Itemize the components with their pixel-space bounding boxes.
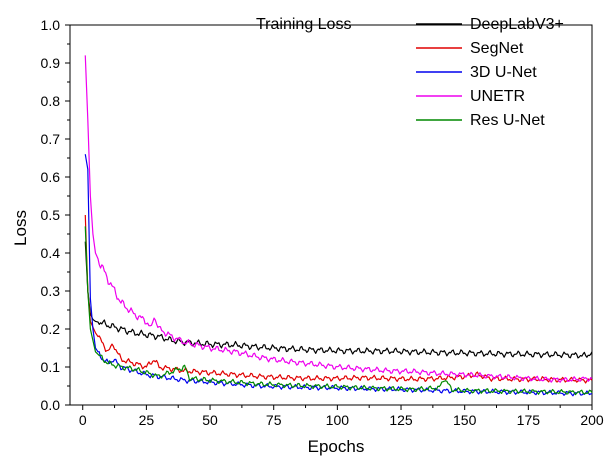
y-tick-label: 0.9: [41, 55, 61, 71]
legend: DeepLabV3+ SegNet 3D U-Net UNETR Res U-Net: [416, 16, 564, 129]
series-line-2: [84, 154, 593, 397]
x-tick-label: 75: [266, 412, 282, 428]
y-tick-label: 0.5: [41, 207, 61, 223]
y-tick-label: 0.8: [41, 93, 61, 109]
y-tick-label: 0.0: [41, 397, 61, 413]
x-tick-label: 125: [389, 412, 413, 428]
legend-label-0: DeepLabV3+: [470, 16, 564, 33]
y-tick-label: 0.3: [41, 283, 61, 299]
y-tick-label: 0.4: [41, 245, 61, 261]
y-tick-label: 0.1: [41, 359, 61, 375]
x-tick-label: 100: [326, 412, 350, 428]
series-line-1: [84, 214, 593, 384]
series-line-4: [84, 226, 593, 396]
x-tick-label: 50: [202, 412, 218, 428]
x-tick-label: 150: [453, 412, 477, 428]
series-layer: [84, 55, 593, 397]
y-tick-label: 1.0: [41, 17, 61, 33]
legend-label-3: UNETR: [470, 88, 525, 105]
y-tick-label: 0.2: [41, 321, 61, 337]
legend-label-1: SegNet: [470, 40, 524, 57]
series-line-3: [84, 55, 593, 383]
legend-label-2: 3D U-Net: [470, 64, 537, 81]
plot-frame: [69, 24, 593, 406]
legend-label-4: Res U-Net: [470, 112, 545, 129]
x-axis-title: Epochs: [308, 437, 365, 456]
x-tick-label: 0: [79, 412, 87, 428]
y-axis-title: Loss: [11, 210, 30, 246]
x-tick-label: 175: [517, 412, 541, 428]
y-tick-label: 0.6: [41, 169, 61, 185]
series-line-0: [84, 241, 593, 359]
x-tick-label: 25: [139, 412, 155, 428]
axes: 0 25 50 75 100 125 150 175 200 0.0 0.1 0.2 0.3 0.4 0.5…: [41, 17, 604, 428]
y-tick-label: 0.7: [41, 131, 61, 147]
x-tick-label: 200: [580, 412, 604, 428]
